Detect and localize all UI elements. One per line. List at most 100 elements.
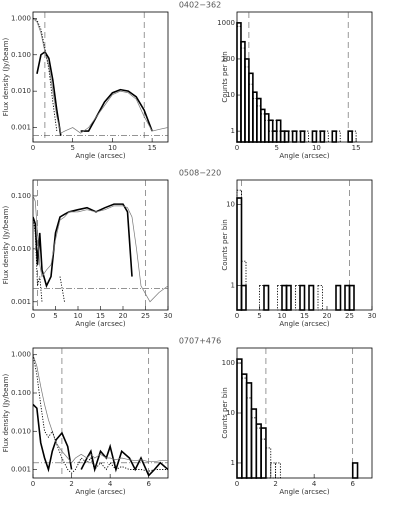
y-tick-label: 1000 [217,19,235,27]
y-tick-label: 1.000 [11,351,31,359]
histogram-bar [240,284,247,311]
series-line [33,403,168,477]
histogram-bar [280,130,286,143]
y-tick-label: 0.100 [11,51,31,59]
y-tick-label: 1 [231,127,235,135]
series-line [33,18,168,134]
x-tick-label: 10 [74,312,83,320]
series-line [33,354,168,464]
histogram-bar [270,462,277,479]
histogram-bar [264,119,270,143]
histogram-bar [276,130,282,143]
x-tick-label: 4 [312,480,317,488]
histogram-bar [260,427,267,479]
histogram-bar [241,377,248,479]
plot-frame [32,11,169,143]
histogram-bar [283,130,290,143]
series-line [33,195,168,303]
x-tick-label: 10 [108,144,117,152]
histogram-bar [315,130,321,143]
histogram-bar [304,130,309,143]
histogram-bar [323,130,329,143]
histogram-bar [281,285,287,311]
x-tick-label: 0 [235,480,239,488]
x-tick-label: 6 [146,480,151,488]
panel-title: 0402−362 [179,1,221,10]
panel-title: 0707+476 [179,337,221,346]
x-tick-label: 2 [69,480,73,488]
y-tick-label: 0.001 [11,466,31,474]
x-tick-label: 0 [31,480,35,488]
histogram-bar [308,284,315,311]
histogram-bar [240,47,246,143]
panel-title: 0508−220 [179,169,221,178]
histogram-bar [351,462,359,479]
y-axis-label: Counts per bin [221,51,229,102]
histogram-bar [285,284,292,311]
x-tick-label: 10 [312,144,321,152]
histogram-bar [352,462,358,479]
x-tick-label: 0 [31,144,35,152]
x-tick-label: 4 [108,480,113,488]
y-tick-label: 0.100 [11,389,31,397]
x-tick-label: 0 [235,144,239,152]
y-tick-label: 10 [226,91,235,99]
histogram-bar [248,83,254,143]
y-tick-label: 0.001 [11,298,31,306]
x-tick-label: 10 [278,312,287,320]
histogram-bar [268,130,274,143]
y-tick-label: 1 [231,282,235,290]
x-tick-label: 20 [323,312,332,320]
y-tick-label: 100 [222,359,235,367]
histogram-bar [311,130,318,143]
y-axis-label: Flux density (Jy/beam) [2,205,10,284]
x-tick-label: 6 [350,480,355,488]
histogram-bar [299,284,306,311]
y-tick-label: 1 [231,459,235,467]
histogram-bar [275,462,281,479]
x-axis-label: Angle (arcsec) [75,320,126,328]
x-tick-label: 5 [257,312,261,320]
histogram-bar [259,285,265,311]
x-tick-label: 5 [274,144,278,152]
x-tick-label: 15 [300,312,309,320]
histogram-bar [348,284,355,311]
histogram-bar [260,438,267,479]
y-tick-label: 0.010 [11,427,31,435]
series-line [33,217,128,302]
x-tick-label: 15 [352,144,361,152]
histogram-bar [291,130,298,143]
histogram-bar [351,130,357,143]
y-tick-label: 0.010 [11,87,31,95]
histogram-bar [331,130,338,143]
x-tick-label: 2 [273,480,277,488]
histogram-bar [317,285,323,311]
plot-frame [32,347,169,479]
x-tick-label: 20 [119,312,128,320]
y-axis-label: Flux density (Jy/beam) [2,37,10,116]
histogram-bar [236,362,243,479]
x-tick-label: 30 [164,312,173,320]
x-tick-label: 15 [96,312,105,320]
series-line [33,203,133,289]
x-axis-label: Angle (arcsec) [75,488,126,496]
y-tick-label: 0.100 [11,192,31,200]
series-line [33,354,168,474]
histogram-bar [272,119,278,143]
x-tick-label: 25 [345,312,354,320]
histogram-bar [277,285,283,311]
histogram-bar [335,284,342,311]
x-tick-label: 15 [148,144,157,152]
y-tick-label: 1.000 [11,14,31,22]
series-line [36,50,153,136]
histogram-bar [263,284,270,311]
histogram-bar [236,25,242,143]
x-tick-label: 5 [70,144,74,152]
y-tick-label: 10 [226,200,235,208]
x-tick-label: 0 [31,312,35,320]
plot-frame [236,347,373,479]
y-tick-label: 100 [222,55,235,63]
x-axis-label: Angle (arcsec) [75,152,126,160]
plot-frame [32,179,169,311]
